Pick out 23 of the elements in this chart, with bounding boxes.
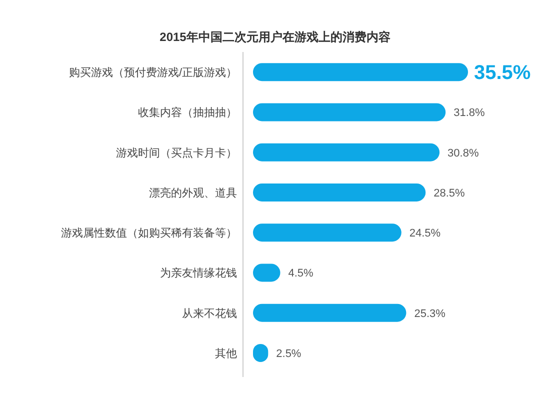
data-label: 4.5% [288, 268, 314, 280]
data-label: 31.8% [454, 107, 485, 120]
data-label: 35.5% [474, 62, 531, 84]
data-label: 24.5% [409, 228, 441, 240]
bar [253, 63, 468, 82]
y-tick-label: 为亲友情缘花钱 [160, 266, 237, 280]
bar [253, 304, 406, 322]
y-tick-label: 游戏时间（买点卡月卡） [116, 146, 237, 160]
y-tick-label: 从来不花钱 [182, 306, 237, 320]
bar [253, 143, 440, 162]
bar [253, 183, 426, 202]
y-tick-label: 购买游戏（预付费游戏/正版游戏） [68, 66, 237, 80]
data-label: 30.8% [448, 147, 479, 160]
data-label: 25.3% [414, 308, 446, 320]
y-tick-label: 其他 [215, 346, 237, 360]
bar [253, 103, 446, 122]
y-tick-label: 游戏属性数值（如购买稀有装备等） [61, 226, 237, 240]
y-tick-label: 漂亮的外观、道具 [149, 186, 237, 200]
chart-title: 2015年中国二次元用户在游戏上的消费内容 [160, 30, 390, 44]
data-label: 2.5% [276, 348, 302, 360]
bar [253, 224, 402, 242]
data-label: 28.5% [434, 187, 466, 200]
y-tick-label: 收集内容（抽抽抽） [138, 106, 237, 120]
